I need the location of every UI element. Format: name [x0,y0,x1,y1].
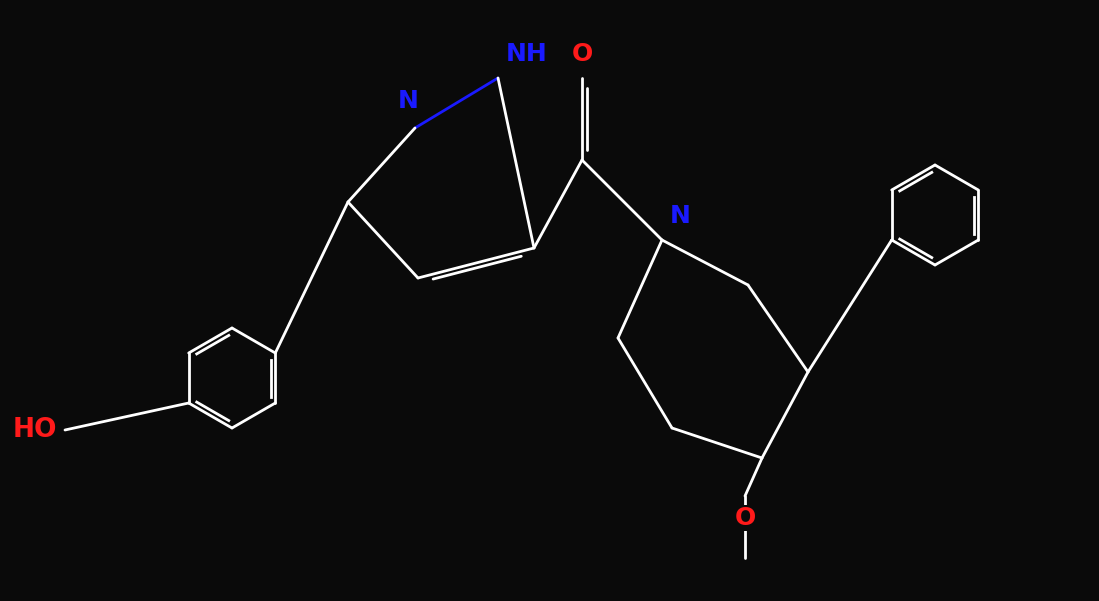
Text: HO: HO [12,417,57,443]
Text: N: N [670,204,691,228]
Text: O: O [571,42,592,66]
Text: NH: NH [506,42,547,66]
Text: N: N [398,89,419,113]
Text: O: O [734,506,756,530]
